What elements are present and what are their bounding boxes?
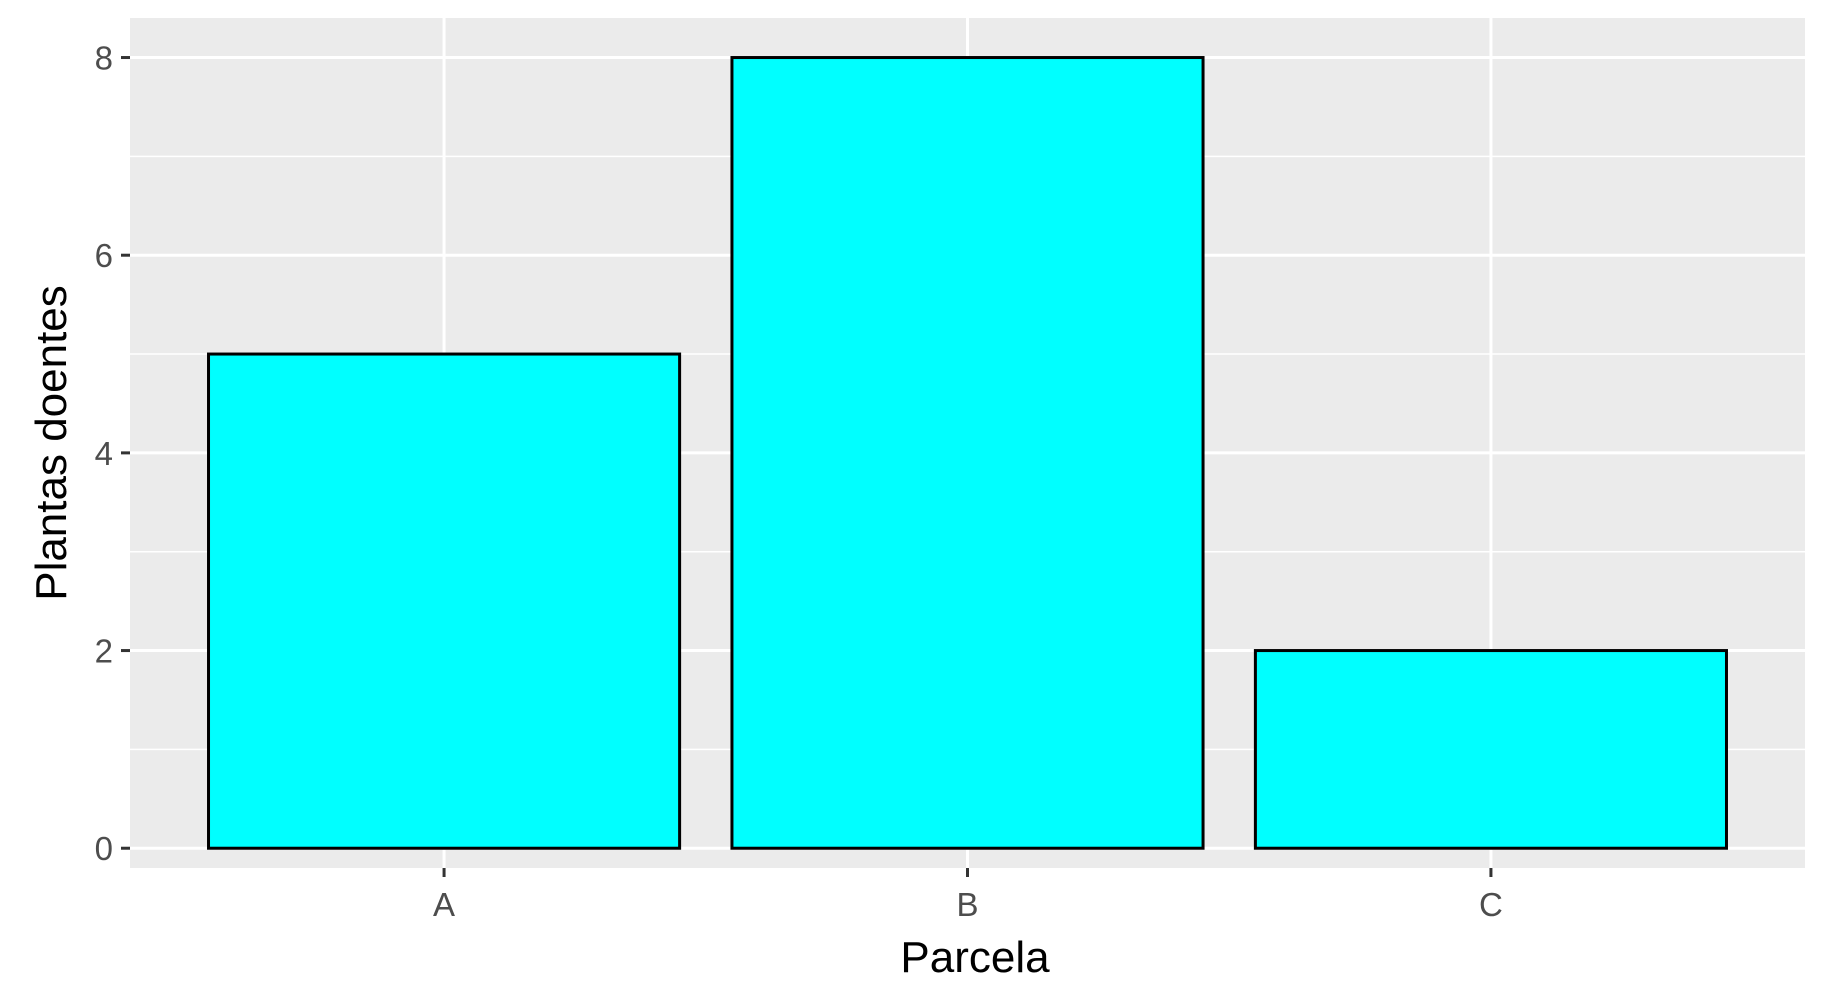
x-axis-title: Parcela bbox=[900, 933, 1050, 982]
y-tick-label: 2 bbox=[95, 633, 113, 670]
y-tick-label: 6 bbox=[95, 237, 113, 274]
x-tick-label: C bbox=[1479, 886, 1503, 923]
y-tick-label: 4 bbox=[95, 435, 113, 472]
bar-a bbox=[207, 352, 682, 850]
bar-c bbox=[1253, 649, 1728, 850]
y-tick-label: 0 bbox=[95, 830, 113, 867]
y-tick-label: 8 bbox=[95, 40, 113, 77]
y-axis-title: Plantas doentes bbox=[27, 285, 76, 601]
bars bbox=[207, 56, 1728, 850]
y-axis: 0 2 4 6 8 bbox=[95, 40, 130, 867]
x-tick-label: A bbox=[433, 886, 455, 923]
x-tick-label: B bbox=[956, 886, 978, 923]
x-axis: A B C bbox=[433, 868, 1503, 923]
bar-b bbox=[730, 56, 1205, 850]
